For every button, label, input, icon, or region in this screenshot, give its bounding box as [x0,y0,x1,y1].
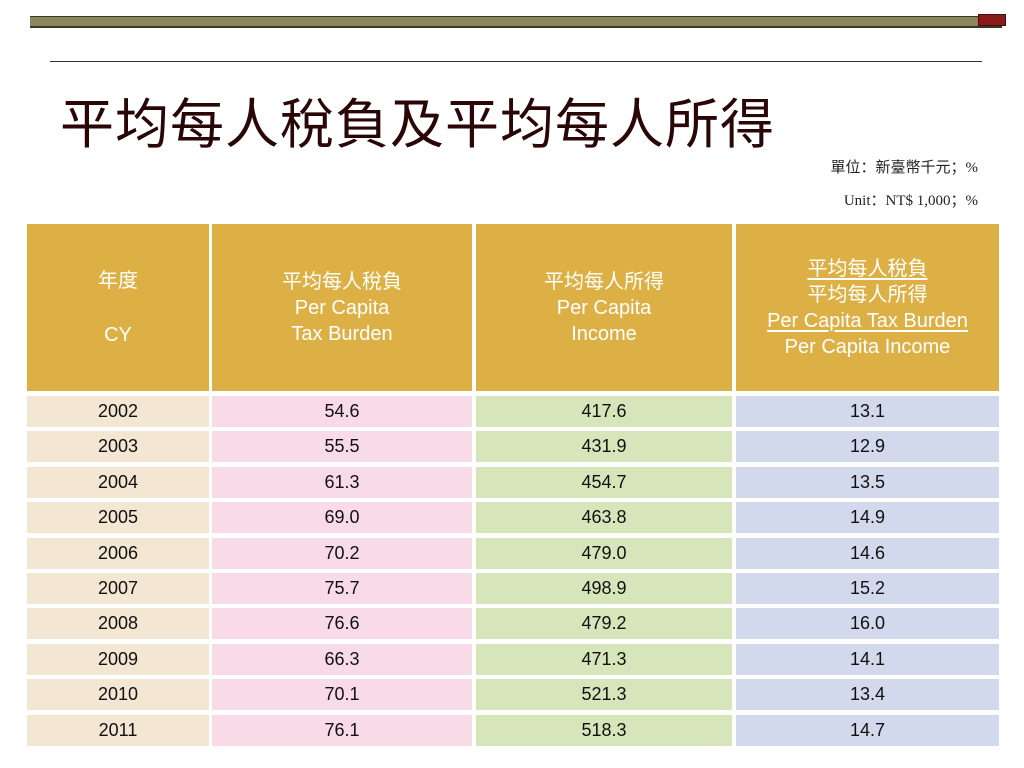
cell-income: 479.2 [476,608,732,640]
cell-tax-burden: 70.2 [212,537,472,569]
top-bar-accent [978,14,1006,26]
cell-ratio: 13.4 [736,679,999,711]
header-year-en: CY [104,323,132,346]
cell-income: 518.3 [476,714,732,746]
header-income-en-line2: Income [571,322,637,345]
cell-income: 521.3 [476,679,732,711]
cell-income: 417.6 [476,396,732,427]
header-income-en-line1: Per Capita [556,296,652,319]
cell-tax-burden: 76.6 [212,608,472,640]
cell-tax-burden: 75.7 [212,572,472,604]
cell-year: 2009 [27,643,209,675]
header-ratio-zh-numerator: 平均每人稅負 [807,257,928,280]
cell-ratio: 16.0 [736,608,999,640]
header-year-zh: 年度 [98,269,138,292]
slide-title: 平均每人稅負及平均每人所得 [60,93,775,156]
cell-income: 431.9 [476,431,732,463]
cell-ratio: 13.1 [736,396,999,427]
cell-tax-burden: 76.1 [212,714,472,746]
cell-year: 2006 [27,537,209,569]
header-ratio-en-denominator: Per Capita Income [784,335,951,358]
header-tax-zh: 平均每人稅負 [282,270,402,293]
header-year: 年度 CY [27,224,209,391]
cell-year: 2005 [27,502,209,534]
cell-income: 463.8 [476,502,732,534]
cell-year: 2010 [27,679,209,711]
top-decorative-bar [30,16,1002,28]
header-income-zh: 平均每人所得 [544,270,664,293]
title-divider [50,61,982,62]
header-tax-en-line2: Tax Burden [291,322,393,345]
cell-ratio: 13.5 [736,466,999,498]
cell-tax-burden: 70.1 [212,679,472,711]
cell-ratio: 14.1 [736,643,999,675]
cell-ratio: 12.9 [736,431,999,463]
cell-income: 498.9 [476,572,732,604]
cell-income: 479.0 [476,537,732,569]
cell-year: 2011 [27,714,209,746]
header-income: 平均每人所得 Per Capita Income [476,224,732,391]
cell-year: 2002 [27,396,209,427]
header-ratio-zh-denominator: 平均每人所得 [807,283,928,306]
header-tax-en-line1: Per Capita [294,296,390,319]
cell-tax-burden: 61.3 [212,466,472,498]
unit-note-english: Unit：NT$ 1,000；% [843,193,978,209]
cell-year: 2003 [27,431,209,463]
header-ratio: 平均每人稅負 平均每人所得 Per Capita Tax Burden Per … [736,224,999,391]
cell-tax-burden: 69.0 [212,502,472,534]
cell-ratio: 14.6 [736,537,999,569]
header-ratio-en-numerator: Per Capita Tax Burden [767,309,968,332]
header-tax-burden: 平均每人稅負 Per Capita Tax Burden [212,224,472,391]
unit-note-chinese: 單位：新臺幣千元；% [830,160,979,176]
cell-year: 2008 [27,608,209,640]
cell-year: 2007 [27,572,209,604]
cell-income: 471.3 [476,643,732,675]
cell-ratio: 15.2 [736,572,999,604]
cell-ratio: 14.9 [736,502,999,534]
cell-tax-burden: 55.5 [212,431,472,463]
cell-tax-burden: 66.3 [212,643,472,675]
cell-income: 454.7 [476,466,732,498]
cell-tax-burden: 54.6 [212,396,472,427]
cell-year: 2004 [27,466,209,498]
cell-ratio: 14.7 [736,714,999,746]
